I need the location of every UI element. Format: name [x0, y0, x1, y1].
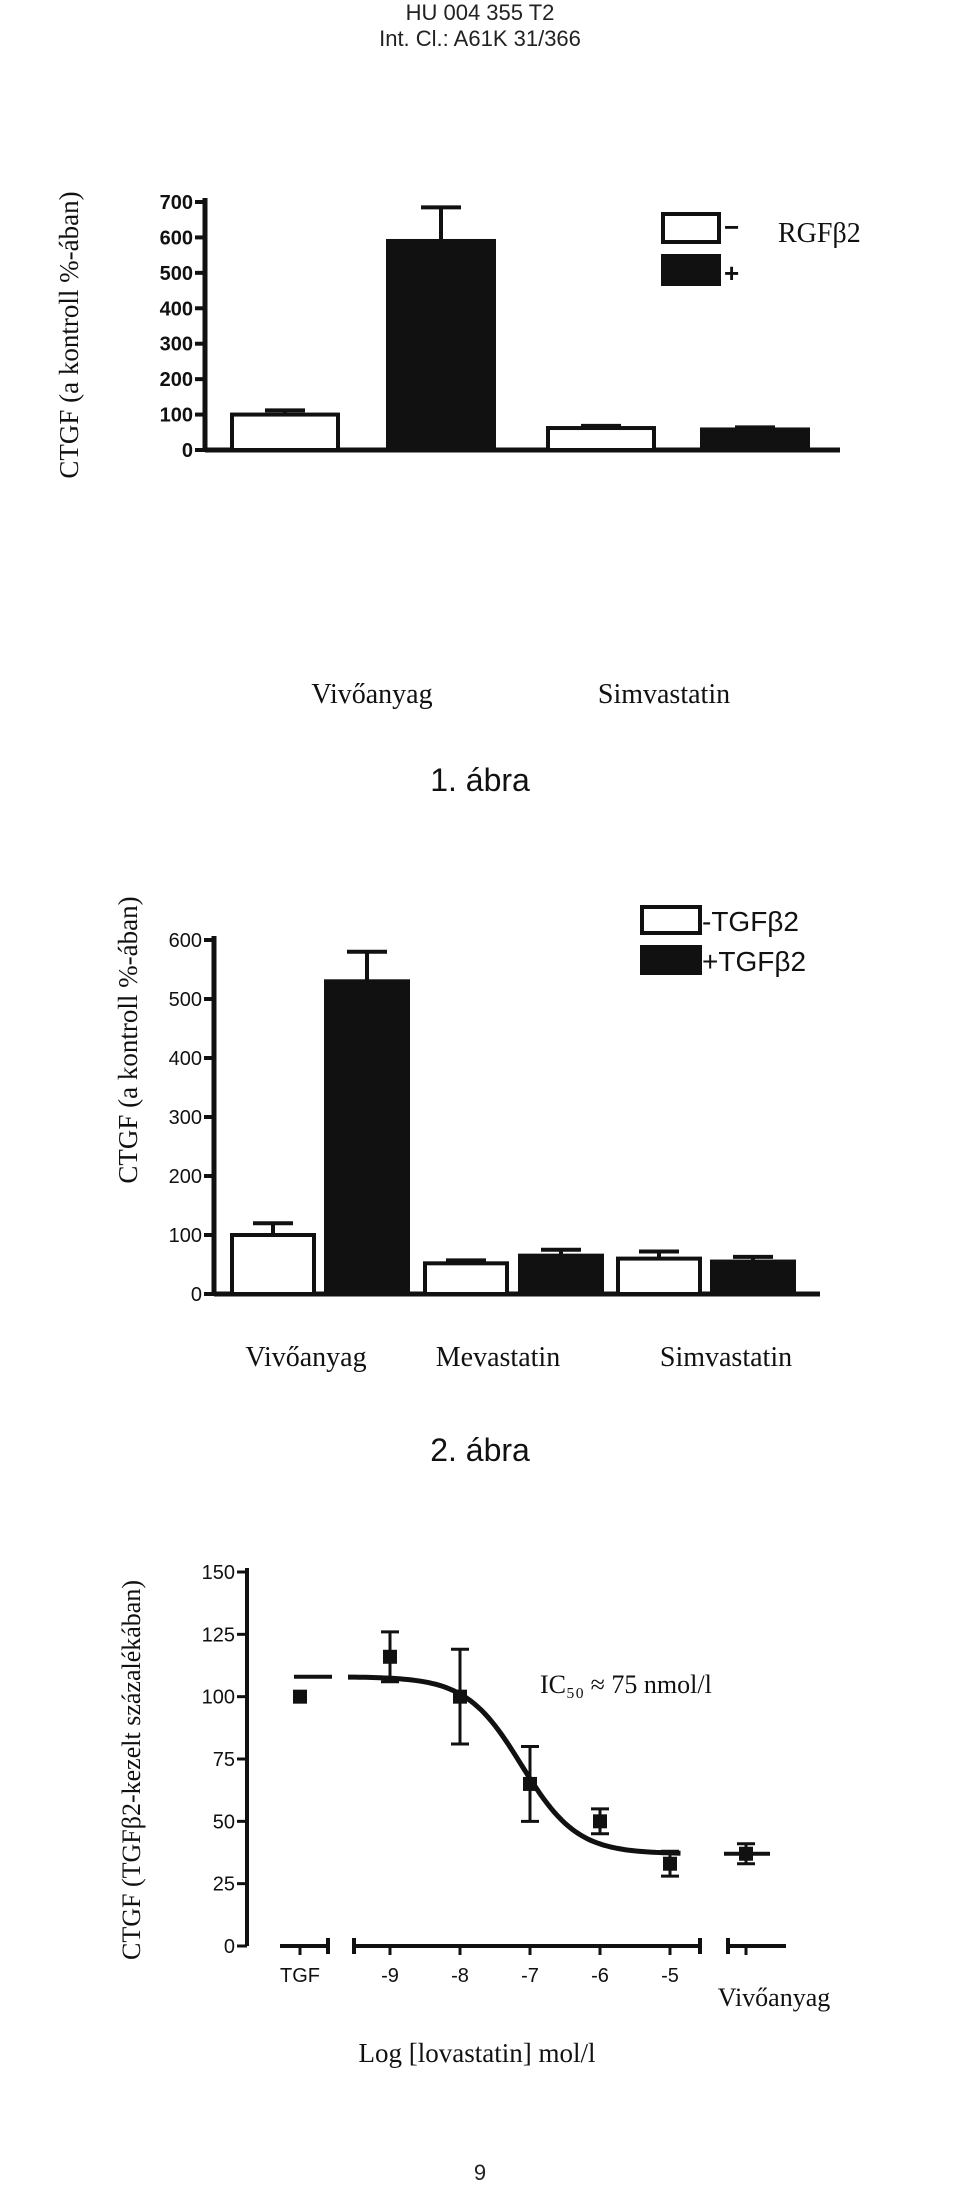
- figure-1-bars: [230, 205, 810, 452]
- data-point: [663, 1856, 677, 1871]
- figure-3-points: [293, 1630, 755, 1878]
- y-tick-label: 200: [160, 369, 193, 391]
- bar: [230, 412, 340, 452]
- figure-3-y-ticks: 0 25 50 75 100 125 150: [202, 1562, 247, 1958]
- classification-code: Int. Cl.: A61K 31/366: [379, 26, 581, 51]
- figure-2-category-labels: Vivőanyag Mevastatin Simvastatin: [245, 1342, 792, 1373]
- bar: [324, 979, 410, 1297]
- y-tick-label: 500: [169, 989, 202, 1011]
- x-tick-label: -7: [521, 1965, 539, 1987]
- x-tick-label: TGF: [280, 1965, 320, 1987]
- figure-3-ic50-annotation: IC₅₀ ≈ 75 nmol/l: [540, 1670, 712, 1699]
- figure-3-fit-curve: [348, 1674, 681, 1856]
- data-point: [293, 1689, 307, 1704]
- legend-factor-label: RGFβ2: [778, 218, 861, 249]
- bar: [230, 1233, 316, 1296]
- data-point: [739, 1846, 753, 1861]
- legend-swatch-minus: [661, 212, 721, 244]
- legend-swatch-plus-tgf: [640, 945, 702, 975]
- y-tick-label: 300: [160, 334, 193, 356]
- x-tick-label: -6: [591, 1965, 609, 1987]
- figure-1-legend: − + RGFβ2: [661, 212, 861, 288]
- y-tick-label: 50: [213, 1811, 235, 1833]
- legend-swatch-plus: [661, 254, 721, 286]
- figure-2-y-axis-label: CTGF (a kontroll %-ában): [113, 896, 143, 1183]
- y-tick-label: 400: [160, 298, 193, 320]
- x-tick-label: -5: [661, 1965, 679, 1987]
- y-tick-label: 75: [213, 1749, 235, 1771]
- y-tick-label: 0: [191, 1284, 202, 1306]
- legend-label-minus-tgf: -TGFβ2: [702, 906, 799, 937]
- figure-1-y-ticks: 0 100 200 300 400 500 600 700: [160, 192, 205, 462]
- y-tick-label: 100: [169, 1225, 202, 1247]
- figure-3-x-ticks: TGF -9 -8 -7 -6 -5 Vivőanyag: [280, 1946, 830, 2012]
- y-tick-label: 400: [169, 1048, 202, 1070]
- y-tick-label: 0: [182, 440, 193, 462]
- figure-3-reference-lines: [294, 1674, 770, 1856]
- page-number: 9: [473, 2160, 487, 2185]
- y-tick-label: 300: [169, 1107, 202, 1129]
- y-tick-label: 600: [169, 930, 202, 952]
- figure-3-chart: CTGF (TGFβ2-kezelt százalékában) 0 25 50 75…: [117, 1562, 830, 2068]
- y-tick-label: 700: [160, 192, 193, 214]
- figure-1-caption: 1. ábra: [430, 762, 530, 798]
- figure-3-x-axis-label: Log [lovastatin] mol/l: [359, 2038, 596, 2068]
- figure-3-y-axis-label: CTGF (TGFβ2-kezelt százalékában): [117, 1580, 146, 1960]
- data-point: [593, 1814, 607, 1829]
- figure-2-y-ticks: 0 100 200 300 400 500 600: [169, 930, 214, 1306]
- legend-label-plus-tgf: +TGFβ2: [702, 946, 806, 977]
- legend-label-plus: +: [724, 258, 739, 288]
- category-label: Vivőanyag: [245, 1342, 366, 1373]
- data-point: [523, 1776, 537, 1791]
- bar: [700, 427, 810, 452]
- figure-1-category-labels: Vivőanyag Simvastatin: [311, 679, 730, 710]
- y-tick-label: 125: [202, 1624, 235, 1646]
- x-tick-label: Vivőanyag: [718, 1983, 831, 2012]
- y-tick-label: 500: [160, 263, 193, 285]
- bar: [710, 1259, 796, 1296]
- bar: [423, 1261, 509, 1297]
- figure-2-legend: -TGFβ2 +TGFβ2: [640, 905, 806, 977]
- bar: [546, 426, 656, 452]
- data-point: [383, 1649, 397, 1664]
- category-label: Simvastatin: [660, 1342, 792, 1373]
- data-point: [453, 1689, 467, 1704]
- bar: [616, 1256, 702, 1297]
- bar: [518, 1253, 604, 1296]
- figure-2-chart: CTGF (a kontroll %-ában) 0 100 200 300 400 50…: [113, 896, 820, 1373]
- category-label: Mevastatin: [436, 1342, 560, 1373]
- figure-1-chart: CTGF (a kontroll %-ában) 0 100 200 300 400 50…: [54, 191, 861, 710]
- y-tick-label: 100: [202, 1687, 235, 1709]
- y-tick-label: 200: [169, 1166, 202, 1188]
- y-tick-label: 100: [160, 405, 193, 427]
- category-label: Vivőanyag: [311, 679, 432, 710]
- figure-2-caption: 2. ábra: [430, 1432, 530, 1468]
- patent-number: HU 004 355 T2: [405, 0, 555, 25]
- figure-2-bars: [230, 949, 796, 1297]
- category-label: Simvastatin: [598, 679, 730, 710]
- y-tick-label: 150: [202, 1562, 235, 1584]
- x-tick-label: -9: [381, 1965, 399, 1987]
- bar: [386, 238, 496, 452]
- x-tick-label: -8: [451, 1965, 469, 1987]
- legend-label-minus: −: [724, 212, 739, 242]
- y-tick-label: 600: [160, 227, 193, 249]
- figure-1-y-axis-label: CTGF (a kontroll %-ában): [54, 191, 84, 478]
- y-tick-label: 0: [224, 1936, 235, 1958]
- y-tick-label: 25: [213, 1874, 235, 1896]
- legend-swatch-minus-tgf: [640, 905, 702, 935]
